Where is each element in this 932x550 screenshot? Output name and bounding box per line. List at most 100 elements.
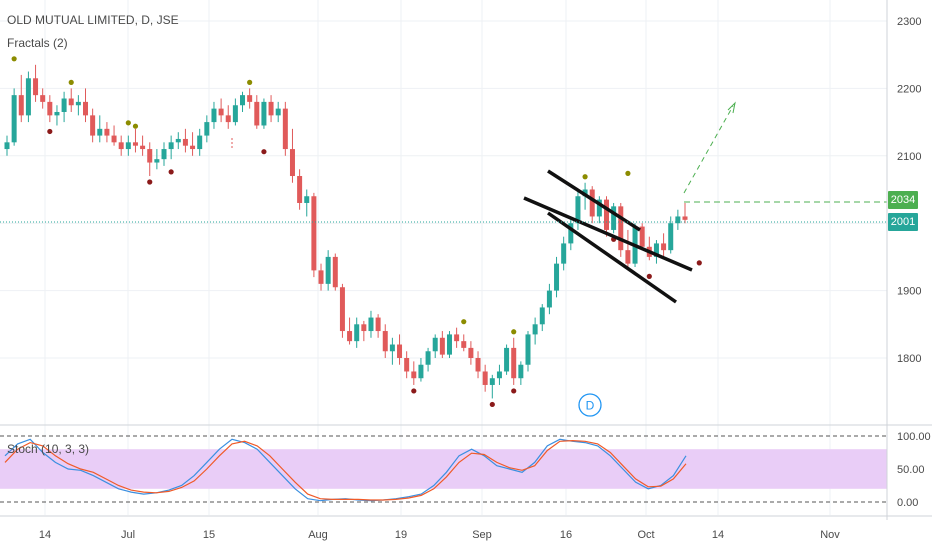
time-tick-label: 14 — [712, 529, 724, 541]
target-price-tag: 2034 — [888, 191, 918, 209]
price-tick-label: 2300 — [897, 16, 921, 28]
candle-body — [33, 78, 39, 96]
candle-body — [568, 223, 574, 244]
fractal-down-marker — [47, 128, 53, 135]
fractal-up-marker — [582, 174, 588, 180]
candle-body — [218, 108, 224, 116]
candle-body — [225, 115, 231, 123]
candle-body — [197, 135, 203, 150]
candle-body — [561, 243, 567, 264]
candle-body — [454, 334, 460, 342]
candle-body — [611, 206, 617, 230]
candle-body — [140, 145, 146, 150]
last-price-tag: 2001 — [888, 213, 918, 231]
candle-body — [397, 344, 403, 358]
candle-body — [311, 196, 317, 271]
candle-body — [575, 196, 581, 224]
time-tick-label: 15 — [203, 529, 215, 541]
candle-body — [240, 95, 246, 106]
candle-body — [182, 138, 188, 146]
stoch-band — [0, 449, 887, 489]
candle-body — [518, 364, 524, 379]
candle-body — [125, 142, 131, 150]
candle-body — [525, 334, 531, 365]
candle-body — [539, 307, 545, 325]
candle-body — [653, 243, 659, 257]
candle-body — [668, 223, 674, 251]
fractal-down-marker — [696, 260, 702, 266]
candle-body — [475, 358, 481, 372]
candle-body — [83, 101, 89, 116]
candle-body — [297, 176, 303, 203]
candle-body — [661, 243, 667, 251]
candle-body — [425, 351, 431, 365]
candle-body — [554, 263, 560, 291]
candle-body — [596, 199, 602, 217]
candle-body — [54, 111, 60, 116]
candle-body — [318, 270, 324, 284]
candle-body — [375, 317, 381, 332]
channel-top-line — [547, 169, 641, 232]
time-tick-label: Nov — [820, 529, 840, 541]
candle-body — [25, 78, 31, 116]
candle-body — [389, 344, 395, 352]
time-tick-label: 16 — [560, 529, 572, 541]
time-tick-label: 14 — [39, 529, 51, 541]
stochastic-pane — [0, 424, 932, 503]
fractal-up-marker — [247, 79, 253, 85]
candle-body — [190, 145, 196, 150]
channel-upper-line — [523, 196, 693, 272]
candle-body — [411, 371, 417, 379]
candle-body — [382, 331, 388, 352]
candle-body — [68, 98, 74, 106]
candle-body — [468, 347, 474, 358]
stoch-indicator-label: Stoch (10, 3, 3) — [7, 442, 90, 456]
fractal-up-marker — [11, 56, 17, 62]
candle-body — [268, 101, 274, 116]
candle-body — [247, 95, 253, 102]
candle-body — [90, 115, 96, 136]
fractal-up-marker — [68, 79, 74, 85]
event-marker-label: D — [586, 399, 595, 413]
candle-body — [289, 149, 295, 177]
fractal-markers — [11, 56, 702, 408]
stoch-tick-label: 0.00 — [897, 497, 918, 509]
candle-body — [18, 95, 24, 116]
candle-body — [347, 331, 353, 342]
time-tick-label: Sep — [472, 529, 492, 541]
time-tick-label: Oct — [637, 529, 654, 541]
candle-body — [168, 142, 174, 150]
candle-body — [489, 378, 495, 385]
candle-body — [4, 142, 10, 150]
candle-body — [11, 95, 17, 143]
grid-lines — [0, 0, 887, 515]
candle-body — [154, 159, 160, 163]
fractal-down-marker — [168, 169, 174, 175]
candle-body — [204, 122, 210, 136]
channel-bottom-line — [547, 211, 677, 304]
candle-body — [354, 324, 360, 342]
candle-body — [439, 337, 445, 355]
candle-body — [461, 341, 467, 348]
fractal-down-marker — [489, 401, 495, 408]
fractal-down-marker — [411, 388, 417, 394]
candle-body — [446, 334, 452, 355]
candle-body — [97, 128, 103, 136]
candle-body — [432, 337, 438, 352]
candle-body — [147, 149, 153, 163]
stoch-tick-label: 100.00 — [897, 431, 931, 443]
fractal-up-marker — [461, 319, 467, 325]
fractal-up-marker — [125, 120, 131, 126]
candle-body — [161, 149, 167, 160]
candle-body — [504, 347, 510, 372]
candle-body — [589, 189, 595, 217]
price-tick-label: 2100 — [897, 151, 921, 163]
event-marker-circle — [578, 393, 602, 417]
candle-body — [618, 206, 624, 251]
candle-body — [232, 105, 238, 123]
symbol-title: OLD MUTUAL LIMITED, D, JSE — [7, 13, 179, 27]
stoch-d-line — [4, 439, 687, 501]
candlesticks — [4, 64, 688, 399]
fractal-up-marker — [132, 123, 139, 129]
